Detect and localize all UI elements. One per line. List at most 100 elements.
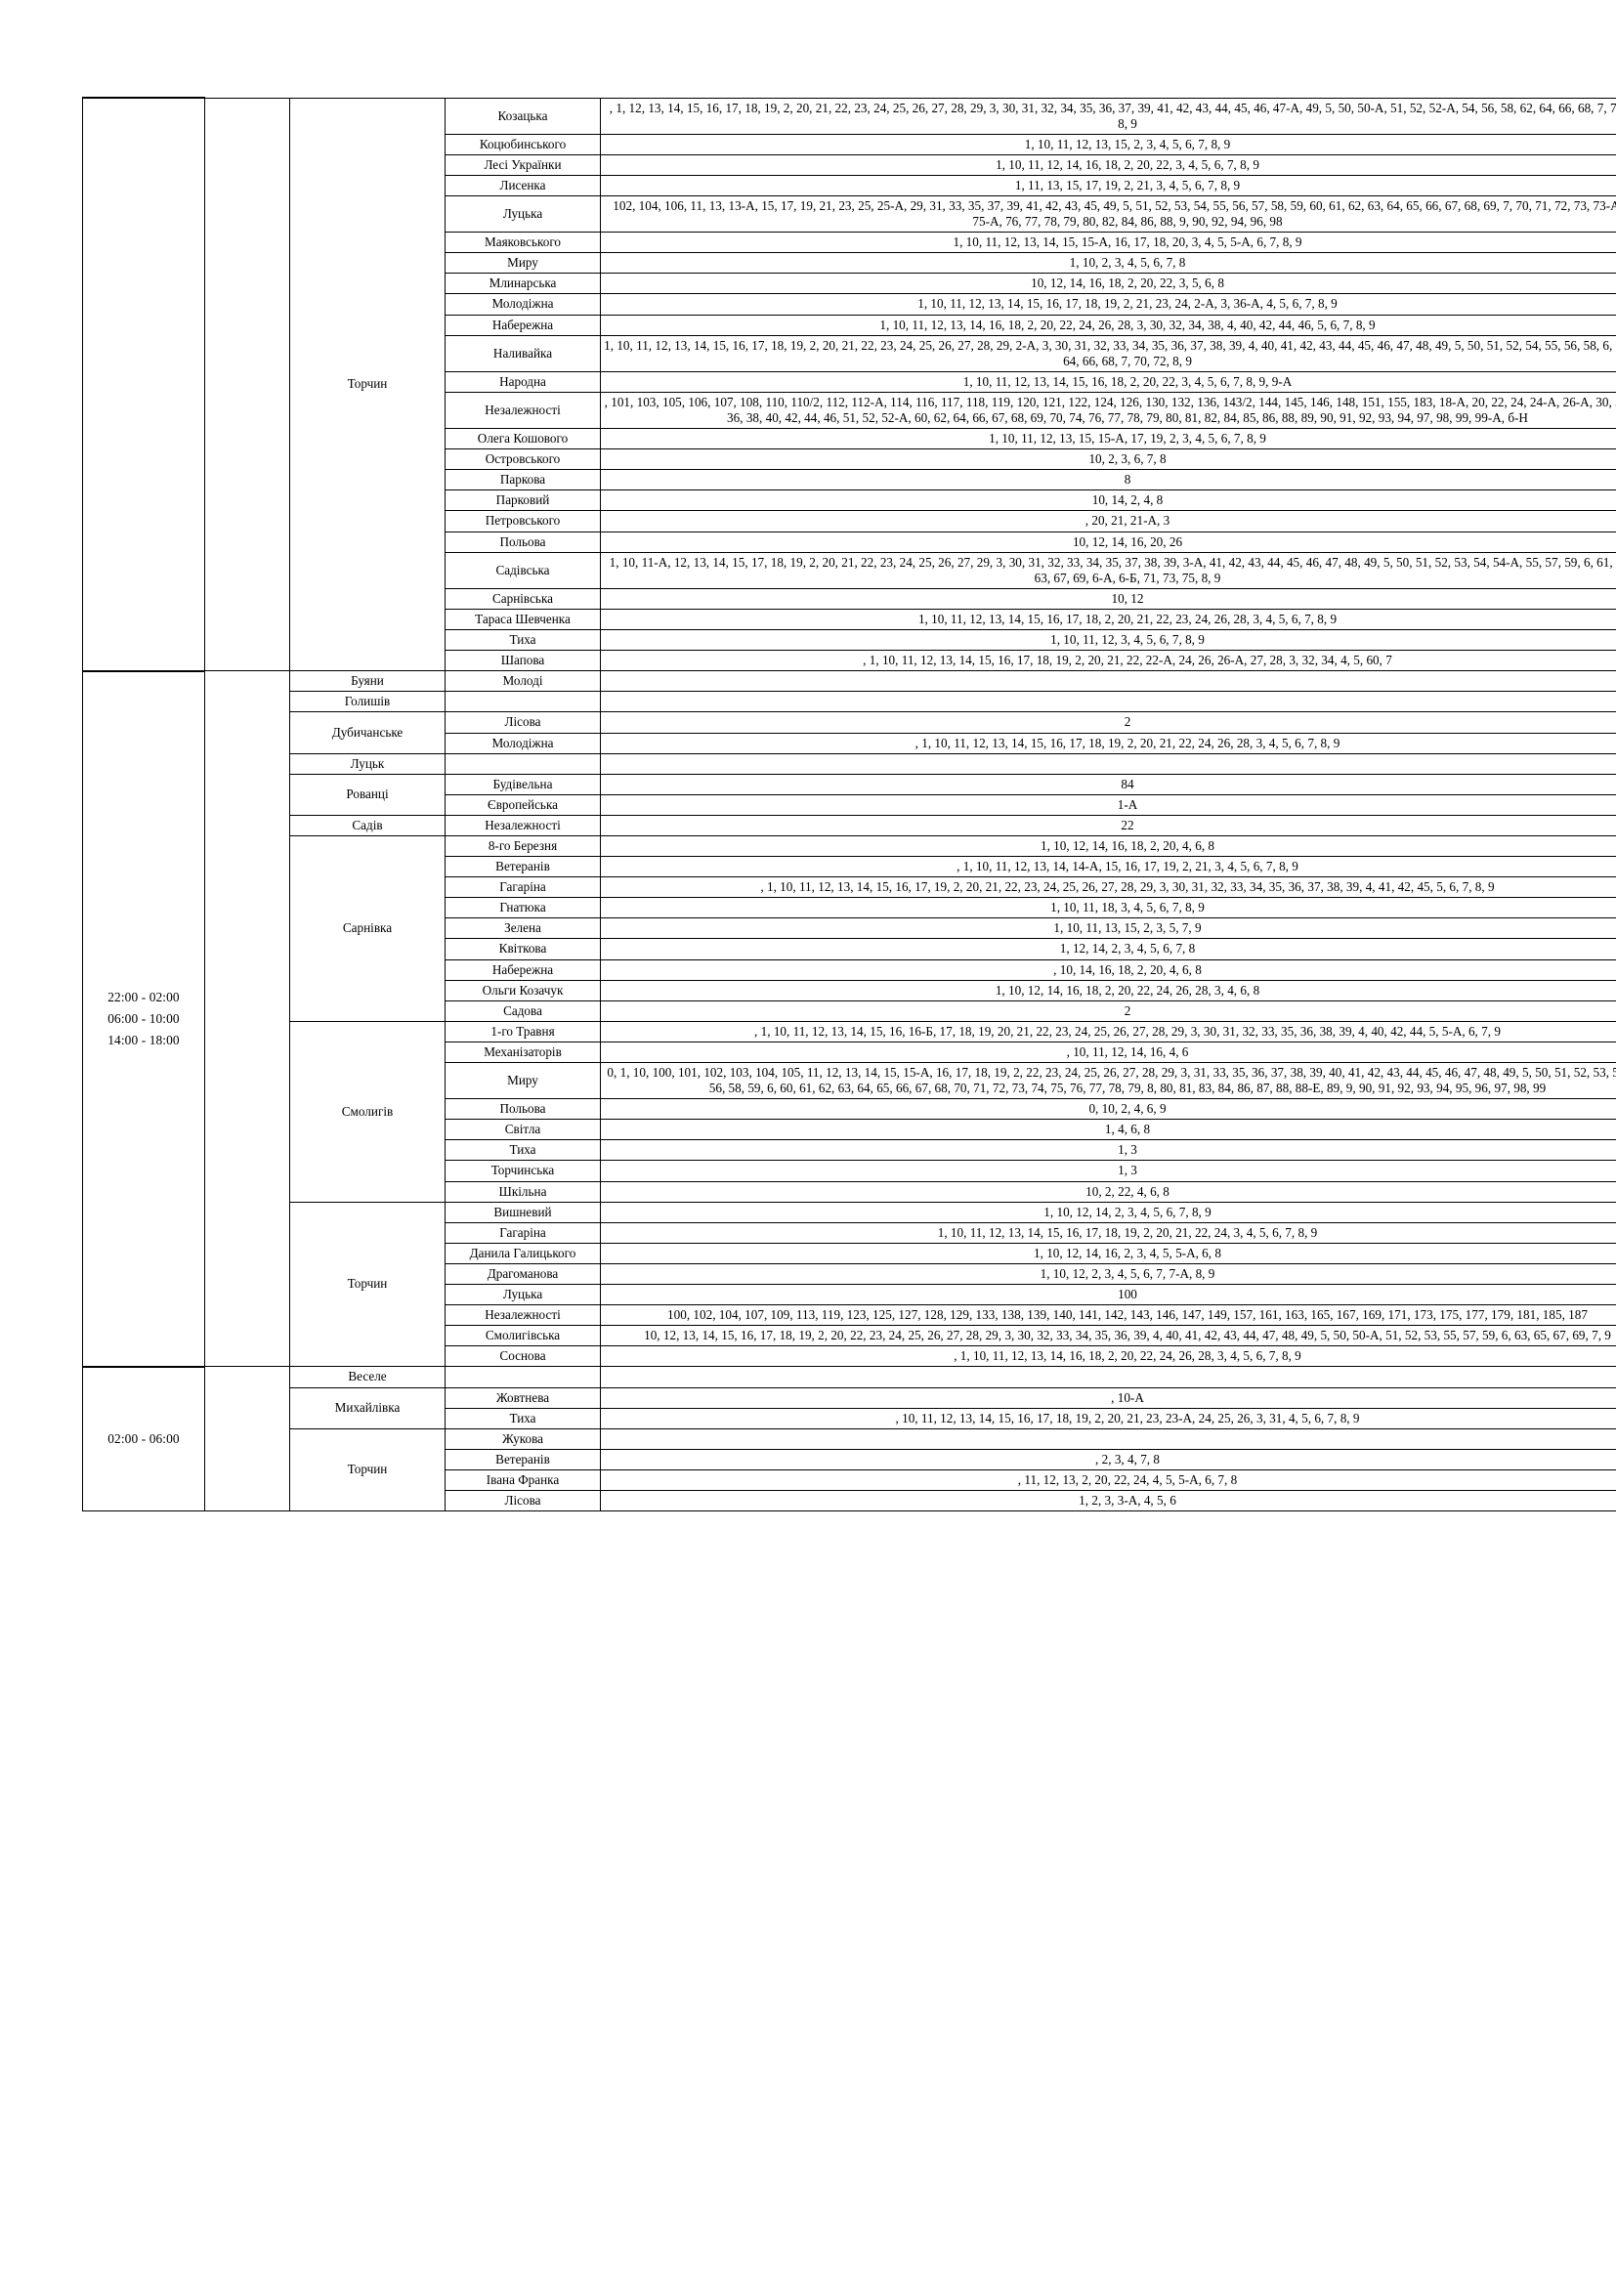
house-numbers-cell: 1, 10, 11, 12, 13, 14, 15, 16, 17, 18, 1… [601,294,1616,315]
house-numbers-cell: 1, 10, 11, 12, 13, 14, 15, 16, 17, 18, 2… [601,609,1616,629]
house-numbers-cell: 1, 10, 12, 14, 2, 3, 4, 5, 6, 7, 8, 9 [601,1202,1616,1222]
village-name-cell: Луцьк [290,753,446,774]
house-numbers-cell: , 2, 3, 4, 7, 8 [601,1449,1616,1469]
street-name-cell: Гагаріна [446,877,601,898]
village-name-cell: Сарнівка [290,835,446,1021]
house-numbers-cell: 102, 104, 106, 11, 13, 13-А, 15, 17, 19,… [601,195,1616,232]
street-name-cell: Лесі Українки [446,154,601,175]
street-name-cell: Паркова [446,470,601,490]
house-numbers-cell: 10, 2, 22, 4, 6, 8 [601,1181,1616,1202]
house-numbers-cell: 10, 12, 14, 16, 18, 2, 20, 22, 3, 5, 6, … [601,274,1616,294]
house-numbers-cell: 10, 14, 2, 4, 8 [601,490,1616,511]
street-name-cell: Садівська [446,552,601,588]
street-name-cell: Набережна [446,315,601,335]
street-name-cell: Вишневий [446,1202,601,1222]
house-numbers-cell: 22 [601,815,1616,835]
street-name-cell: Ветеранів [446,857,601,877]
house-numbers-cell: 1, 10, 11, 13, 15, 2, 3, 5, 7, 9 [601,918,1616,939]
street-name-cell [446,692,601,712]
street-name-cell: Ольги Козачук [446,980,601,1000]
table-row: Голишів [83,692,1616,712]
street-name-cell: Торчинська [446,1161,601,1181]
street-name-cell: Івана Франка [446,1469,601,1490]
page-bottom-margin [0,2237,1616,2296]
house-numbers-cell: , 1, 10, 11, 12, 13, 14, 15, 16, 17, 18,… [601,733,1616,753]
house-numbers-cell [601,1428,1616,1449]
house-numbers-cell: 1, 10, 12, 14, 16, 18, 2, 20, 22, 24, 26… [601,980,1616,1000]
street-name-cell: Парковий [446,490,601,511]
street-name-cell: Соснова [446,1346,601,1367]
street-name-cell: Молодіжна [446,294,601,315]
time-range-line: 06:00 - 10:00 [86,1008,201,1030]
street-name-cell: Зелена [446,918,601,939]
house-numbers-cell: 10, 12, 13, 14, 15, 16, 17, 18, 19, 2, 2… [601,1326,1616,1346]
street-name-cell: Польова [446,531,601,552]
village-name-cell: Смолигів [290,1021,446,1202]
house-numbers-cell: 0, 10, 2, 4, 6, 9 [601,1099,1616,1120]
village-name-cell: Веселе [290,1367,446,1387]
street-name-cell: Молодіжна [446,733,601,753]
street-name-cell: Смолигівська [446,1326,601,1346]
house-numbers-cell: 1, 10, 2, 3, 4, 5, 6, 7, 8 [601,253,1616,274]
street-name-cell: Петровського [446,511,601,531]
house-numbers-cell: 1, 3 [601,1140,1616,1161]
street-name-cell: Європейська [446,794,601,815]
street-name-cell: Лисенка [446,175,601,195]
house-numbers-cell: 1, 10, 11, 12, 13, 14, 15, 16, 17, 18, 1… [601,335,1616,371]
time-range-line: 02:00 - 06:00 [86,1428,201,1450]
street-name-cell: Набережна [446,959,601,980]
house-numbers-cell: , 10, 14, 16, 18, 2, 20, 4, 6, 8 [601,959,1616,980]
house-numbers-cell: 1, 4, 6, 8 [601,1120,1616,1140]
street-name-cell: Олега Кошового [446,429,601,449]
street-name-cell: Луцька [446,195,601,232]
house-numbers-cell: 8 [601,470,1616,490]
street-name-cell: Будівельна [446,774,601,794]
street-name-cell: Механізаторів [446,1042,601,1062]
street-name-cell: Данила Галицького [446,1243,601,1263]
house-numbers-cell: 1, 3 [601,1161,1616,1181]
group-rail-cell [205,98,290,671]
time-range-cell [83,98,205,671]
house-numbers-cell: 1, 2, 3, 3-А, 4, 5, 6 [601,1490,1616,1510]
house-numbers-cell: 1, 11, 13, 15, 17, 19, 2, 21, 3, 4, 5, 6… [601,175,1616,195]
street-name-cell: Молоді [446,671,601,692]
house-numbers-cell: 1, 12, 14, 2, 3, 4, 5, 6, 7, 8 [601,939,1616,959]
street-name-cell: 8-го Березня [446,835,601,856]
street-name-cell: Тиха [446,630,601,651]
house-numbers-cell: , 1, 10, 11, 12, 13, 14, 15, 16, 17, 19,… [601,877,1616,898]
house-numbers-cell: 1, 10, 11, 18, 3, 4, 5, 6, 7, 8, 9 [601,898,1616,918]
village-name-cell: Буяни [290,671,446,692]
house-numbers-cell: 1-А [601,794,1616,815]
house-numbers-cell: , 1, 10, 11, 12, 13, 14, 16, 18, 2, 20, … [601,1346,1616,1367]
house-numbers-cell: 100, 102, 104, 107, 109, 113, 119, 123, … [601,1305,1616,1326]
house-numbers-cell: 1, 10, 11, 12, 13, 14, 15, 15-А, 16, 17,… [601,233,1616,253]
street-name-cell: Гнатюка [446,898,601,918]
street-name-cell: Ветеранів [446,1449,601,1469]
house-numbers-cell: 10, 12 [601,588,1616,609]
house-numbers-cell: 1, 10, 11, 12, 13, 14, 15, 16, 17, 18, 1… [601,1222,1616,1243]
house-numbers-cell: 2 [601,712,1616,733]
house-numbers-cell: 2 [601,1000,1616,1021]
house-numbers-cell: 1, 10, 12, 14, 16, 2, 3, 4, 5, 5-А, 6, 8 [601,1243,1616,1263]
street-name-cell: Маяковського [446,233,601,253]
house-numbers-cell: 1, 10, 12, 14, 16, 18, 2, 20, 4, 6, 8 [601,835,1616,856]
house-numbers-cell [601,1367,1616,1387]
village-name-cell: Дубичанське [290,712,446,753]
house-numbers-cell: 100 [601,1285,1616,1305]
street-name-cell [446,1367,601,1387]
village-name-cell: Рованці [290,774,446,815]
village-name-cell: Михайлівка [290,1387,446,1428]
street-name-cell: Сарнівська [446,588,601,609]
time-range-cell: 02:00 - 06:00 [83,1367,205,1511]
street-name-cell [446,753,601,774]
